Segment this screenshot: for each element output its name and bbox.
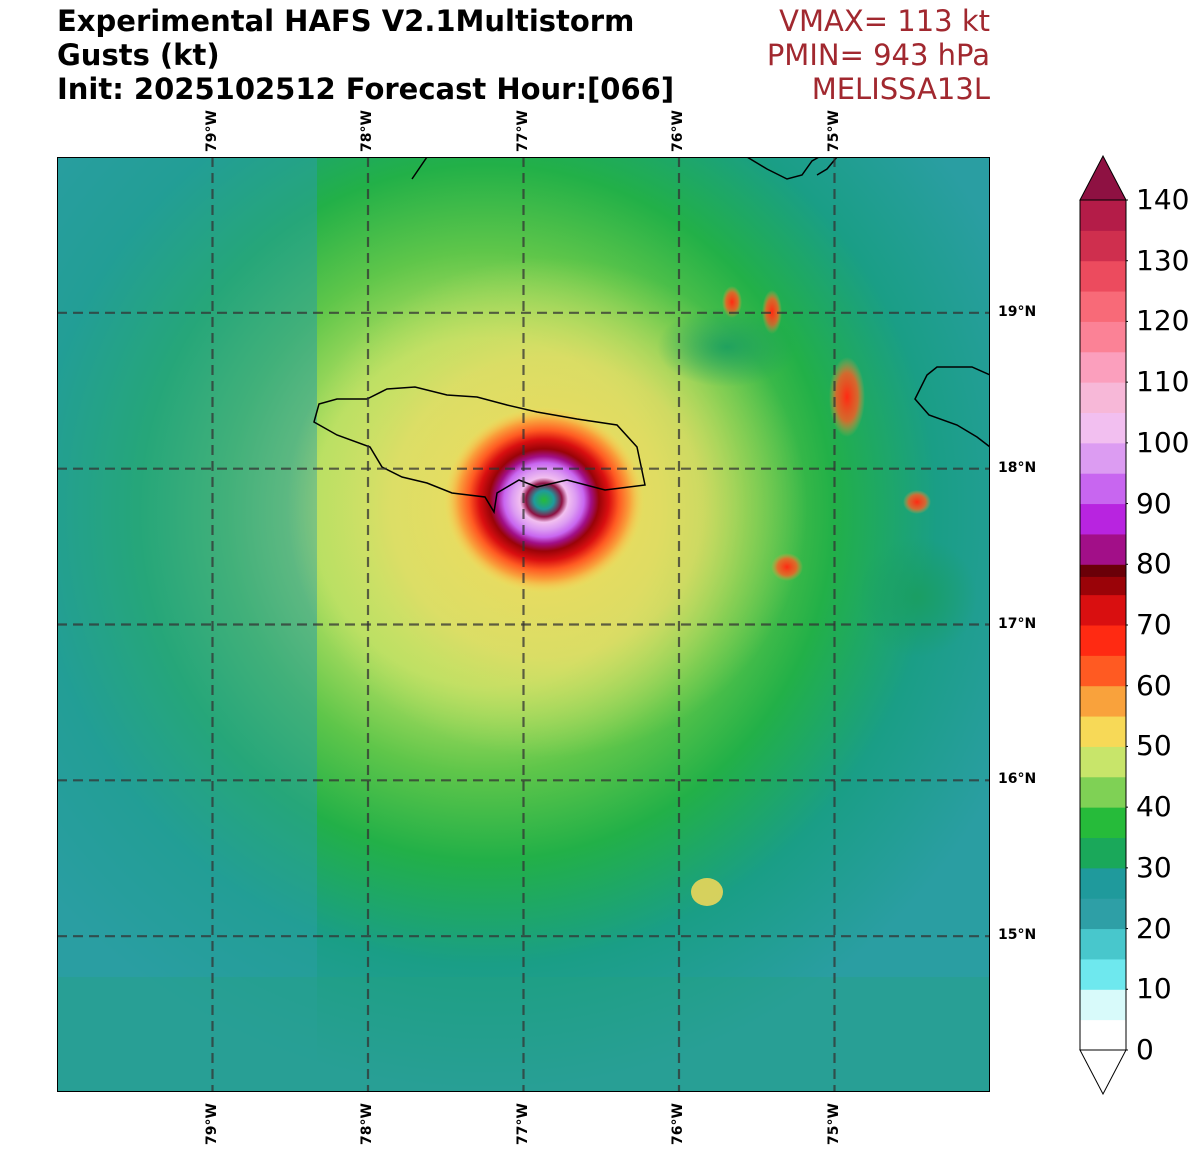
gust-spot <box>691 878 723 906</box>
lat-tick-label: 17°N <box>998 615 1037 632</box>
colorbar-tick-label: 120 <box>1136 304 1190 338</box>
lon-tick-label: 78°W <box>359 1103 375 1145</box>
colorbar-segment <box>1080 898 1126 930</box>
colorbar-tick-label: 50 <box>1136 729 1172 763</box>
colorbar-segment <box>1080 442 1126 474</box>
gust-spot <box>657 307 797 387</box>
colorbar-segment <box>1080 685 1126 717</box>
colorbar-tick-label: 10 <box>1136 972 1172 1006</box>
colorbar-segment <box>1080 291 1126 322</box>
lat-tick-label: 18°N <box>998 459 1037 476</box>
lon-tick-label: 78°W <box>359 110 375 152</box>
colorbar-segment <box>1080 503 1126 535</box>
colorbar-tick-label: 80 <box>1136 547 1172 581</box>
gust-spot <box>857 537 977 657</box>
colorbar-segment <box>1080 594 1126 626</box>
gust-spot <box>903 490 931 514</box>
lon-tick-label: 77°W <box>514 1103 531 1145</box>
colorbar-segment <box>1080 382 1126 413</box>
colorbar-segment <box>1080 576 1126 596</box>
jamaica-coastline <box>313 386 646 515</box>
title-block: Experimental HAFS V2.1Multistorm Gusts (… <box>57 4 674 106</box>
colorbar-tick-label: 140 <box>1136 183 1190 216</box>
colorbar-segment <box>1080 260 1126 292</box>
colorbar-segment <box>1080 928 1126 960</box>
colorbar-extend-bottom <box>1079 1049 1127 1096</box>
colorbar-segment <box>1080 412 1126 444</box>
lon-tick-label: 76°W <box>670 1103 686 1145</box>
gridlines <box>57 157 990 1092</box>
lat-tick-label: 19°N <box>998 303 1037 320</box>
vmax-label: VMAX= 113 kt <box>779 4 990 38</box>
lat-tick-label: 15°N <box>998 927 1037 944</box>
title-line-2: Gusts (kt) <box>57 38 220 72</box>
hispaniola-coastline <box>914 366 990 448</box>
colorbar-tick-label: 130 <box>1136 243 1190 277</box>
colorbar-segment <box>1080 958 1126 990</box>
lon-tick-label: 75°W <box>825 1103 842 1145</box>
lon-tick-label: 75°W <box>825 110 842 152</box>
pmin-label: PMIN= 943 hPa <box>766 38 990 72</box>
colorbar-segment <box>1080 746 1126 778</box>
colorbar-segment <box>1080 837 1126 869</box>
colorbar-tick-label: 90 <box>1136 486 1172 520</box>
colorbar-segment <box>1080 776 1126 808</box>
colorbar-segment <box>1080 533 1126 565</box>
colorbar-tick-label: 60 <box>1136 668 1172 702</box>
colorbar-segment <box>1080 1019 1126 1051</box>
colorbar-tick-label: 70 <box>1136 608 1172 641</box>
colorbar-segment <box>1080 321 1126 353</box>
colorbar-segment <box>1080 716 1126 747</box>
hurricane-core <box>444 407 644 593</box>
colorbar-extend-top <box>1079 154 1127 201</box>
colorbar-segment <box>1080 200 1126 231</box>
colorbar-segment <box>1080 655 1126 687</box>
gust-map[interactable] <box>57 157 990 1092</box>
colorbar-segment <box>1080 867 1126 899</box>
lon-tick-label: 79°W <box>203 110 220 152</box>
map-border <box>57 157 990 1092</box>
colorbar-segment <box>1080 625 1126 656</box>
colorbar-segment <box>1080 807 1126 838</box>
gust-spot <box>771 553 803 581</box>
lat-tick-label: 16°N <box>998 771 1037 788</box>
gust-spot <box>829 357 865 437</box>
colorbar <box>1078 154 1132 1096</box>
colorbar-segment <box>1080 351 1126 383</box>
colorbar-tick-label: 40 <box>1136 790 1172 824</box>
colorbar-graphic <box>1079 154 1132 1096</box>
colorbar-tick-label: 30 <box>1136 850 1172 884</box>
colorbar-tick-label: 0 <box>1136 1033 1154 1066</box>
colorbar-tick-label: 100 <box>1136 425 1190 459</box>
colorbar-segment <box>1080 564 1126 577</box>
title-line-1: Experimental HAFS V2.1Multistorm <box>57 4 635 38</box>
map-panel[interactable] <box>57 157 990 1092</box>
colorbar-tick-label: 110 <box>1136 365 1190 399</box>
storm-stats: VMAX= 113 kt PMIN= 943 hPa MELISSA13L <box>767 4 990 106</box>
storm-name-label: MELISSA13L <box>811 72 990 106</box>
colorbar-segment <box>1080 989 1126 1021</box>
lon-tick-label: 79°W <box>203 1103 220 1145</box>
title-line-3: Init: 2025102512 Forecast Hour:[066] <box>57 72 675 106</box>
lon-tick-label: 76°W <box>670 110 686 152</box>
colorbar-tick-label: 20 <box>1136 911 1172 945</box>
lon-tick-label: 77°W <box>514 110 531 152</box>
colorbar-segment <box>1080 473 1126 505</box>
colorbar-segment <box>1080 230 1126 262</box>
